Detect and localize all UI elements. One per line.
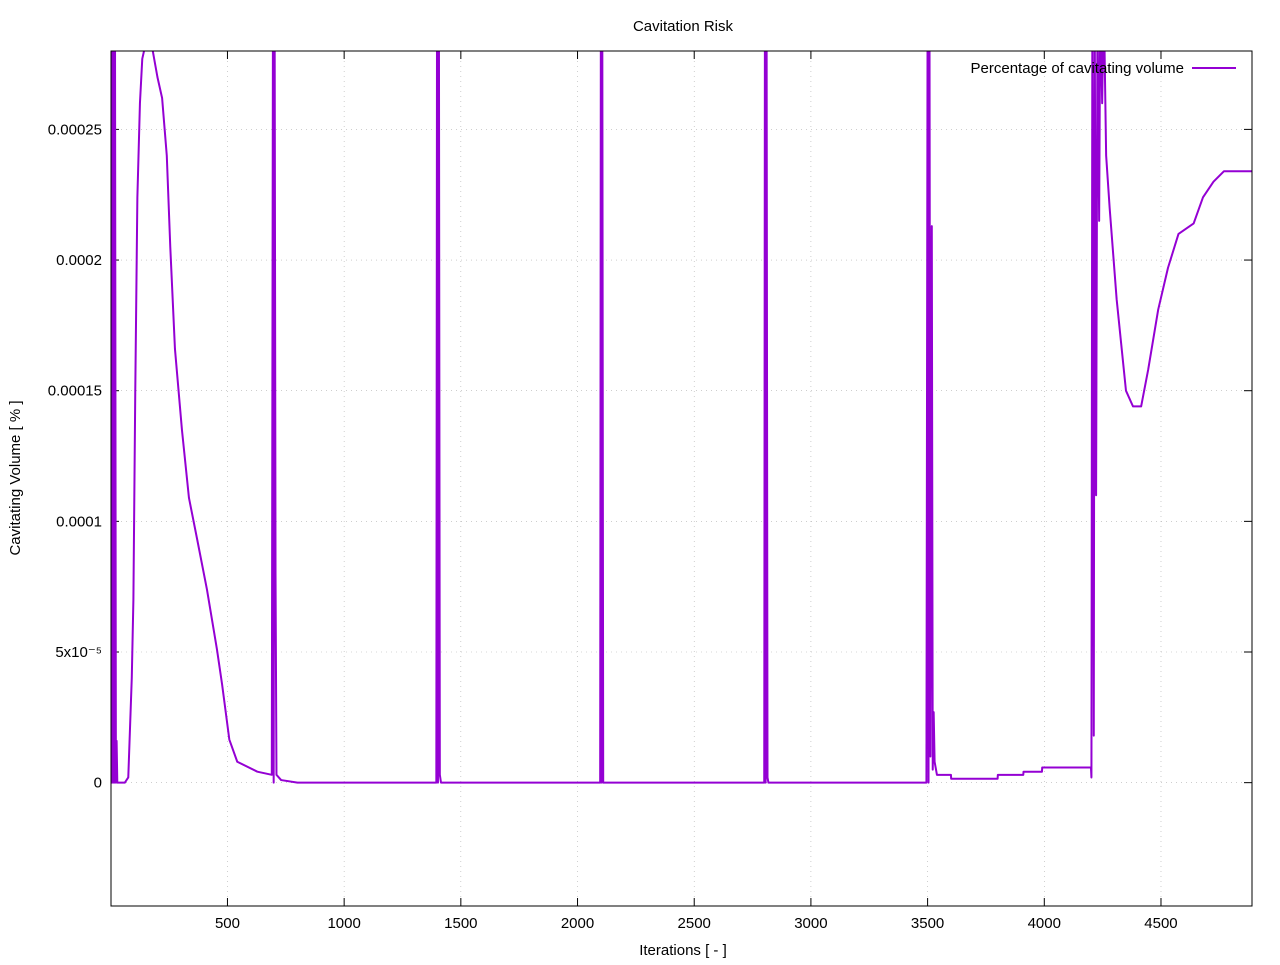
- x-tick-label: 2000: [561, 915, 594, 932]
- y-tick-label: 0.0002: [56, 252, 102, 269]
- x-tick-label: 3500: [911, 915, 944, 932]
- x-axis-label: Iterations [ - ]: [639, 942, 727, 959]
- x-tick-label: 2500: [678, 915, 711, 932]
- data-line: [111, 51, 1252, 784]
- chart-title: Cavitation Risk: [633, 18, 734, 35]
- y-tick-label: 0.00025: [48, 121, 102, 138]
- x-tick-label: 3000: [794, 915, 827, 932]
- x-tick-label: 4000: [1028, 915, 1061, 932]
- x-tick-label: 1500: [444, 915, 477, 932]
- y-tick-label: 0: [94, 775, 102, 792]
- y-tick-label: 0.0001: [56, 513, 102, 530]
- y-tick-label: 5x10⁻⁵: [55, 644, 102, 661]
- y-axis-label: Cavitating Volume [ % ]: [7, 400, 24, 555]
- x-tick-label: 4500: [1144, 915, 1177, 932]
- legend: Percentage of cavitating volume: [971, 60, 1236, 77]
- x-tick-label: 1000: [327, 915, 360, 932]
- x-tick-label: 500: [215, 915, 240, 932]
- plot-area: [111, 51, 1252, 784]
- plot-border: [110, 50, 1253, 907]
- y-tick-label: 0.00015: [48, 383, 102, 400]
- legend-label: Percentage of cavitating volume: [971, 60, 1184, 77]
